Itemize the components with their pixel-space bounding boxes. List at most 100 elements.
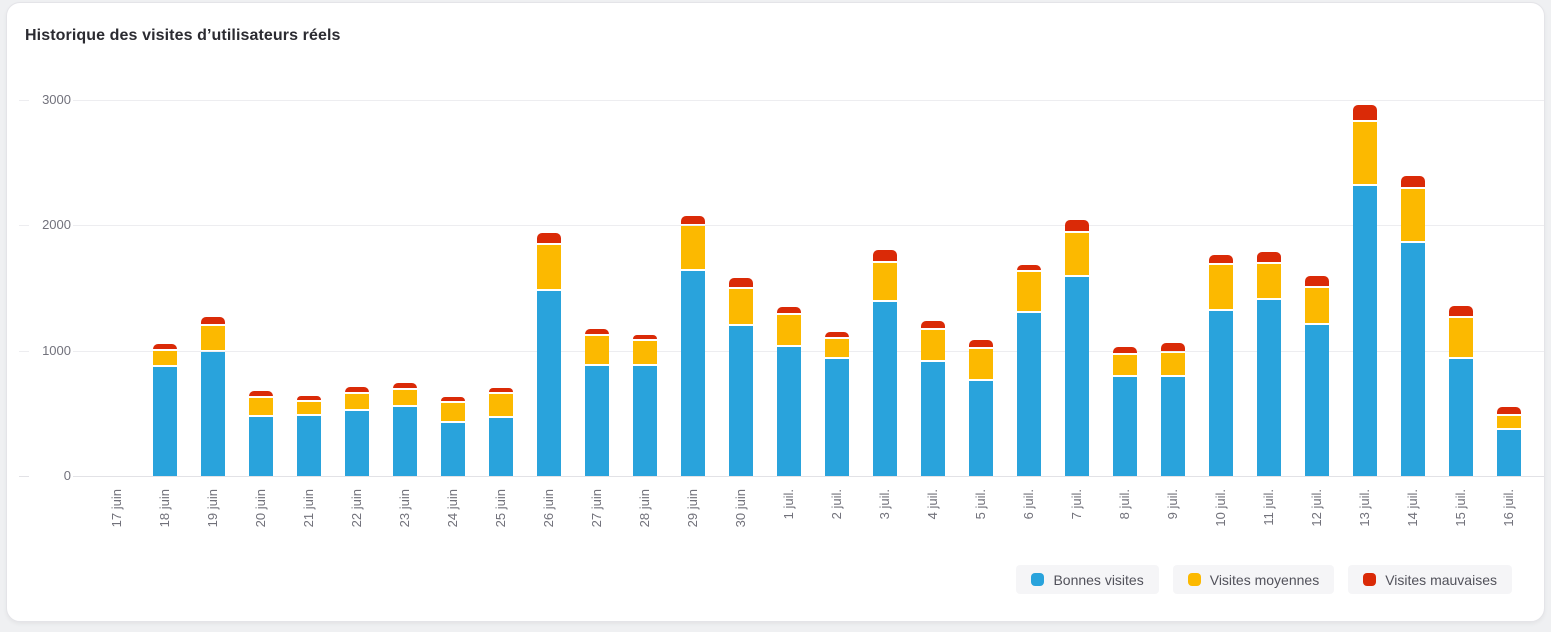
bar-segment-visites-moyennes[interactable]: [1353, 122, 1377, 184]
bar-segment-bonnes-visites[interactable]: [1113, 377, 1137, 476]
bar-segment-bonnes-visites[interactable]: [585, 366, 609, 476]
bar-segment-bonnes-visites[interactable]: [1353, 186, 1377, 476]
bar-segment-visites-mauvaises[interactable]: [729, 278, 753, 287]
bar-segment-visites-mauvaises[interactable]: [633, 335, 657, 339]
bar-segment-visites-moyennes[interactable]: [729, 289, 753, 324]
bar-segment-visites-moyennes[interactable]: [969, 349, 993, 379]
bar-segment-visites-mauvaises[interactable]: [1065, 220, 1089, 231]
x-axis-label: 12 juil.: [1309, 489, 1324, 527]
bar-segment-visites-mauvaises[interactable]: [1113, 347, 1137, 353]
bar-segment-visites-mauvaises[interactable]: [777, 307, 801, 313]
bar-segment-visites-moyennes[interactable]: [633, 341, 657, 364]
x-axis-label: 26 juin: [541, 489, 556, 528]
bar-segment-bonnes-visites[interactable]: [873, 302, 897, 476]
bar-segment-visites-moyennes[interactable]: [1449, 318, 1473, 357]
bar-segment-visites-mauvaises[interactable]: [921, 321, 945, 328]
bar-segment-visites-mauvaises[interactable]: [873, 250, 897, 261]
x-axis-label: 3 juil.: [877, 489, 892, 520]
bar-segment-visites-mauvaises[interactable]: [1449, 306, 1473, 316]
legend-item-bonnes-visites[interactable]: Bonnes visites: [1016, 565, 1159, 594]
x-axis-label: 18 juin: [157, 489, 172, 528]
bar-segment-bonnes-visites[interactable]: [1305, 325, 1329, 476]
bar-segment-bonnes-visites[interactable]: [153, 367, 177, 476]
bar-segment-visites-moyennes[interactable]: [1065, 233, 1089, 275]
bar-segment-visites-mauvaises[interactable]: [1305, 276, 1329, 286]
bar-segment-visites-mauvaises[interactable]: [393, 383, 417, 388]
bar-segment-bonnes-visites[interactable]: [1161, 377, 1185, 476]
bar-segment-visites-mauvaises[interactable]: [297, 396, 321, 400]
bar-segment-visites-moyennes[interactable]: [681, 226, 705, 269]
legend-item-visites-moyennes[interactable]: Visites moyennes: [1172, 565, 1335, 594]
bar-segment-bonnes-visites[interactable]: [969, 381, 993, 476]
bar-segment-visites-mauvaises[interactable]: [585, 329, 609, 334]
bar-segment-visites-moyennes[interactable]: [1257, 264, 1281, 298]
bar-segment-bonnes-visites[interactable]: [441, 423, 465, 476]
bar-segment-visites-mauvaises[interactable]: [345, 387, 369, 392]
bar-segment-visites-moyennes[interactable]: [825, 339, 849, 357]
bar-segment-bonnes-visites[interactable]: [633, 366, 657, 476]
bar-segment-visites-mauvaises[interactable]: [201, 317, 225, 324]
bar-segment-bonnes-visites[interactable]: [249, 417, 273, 476]
bar-segment-visites-mauvaises[interactable]: [825, 332, 849, 337]
bar-segment-visites-moyennes[interactable]: [585, 336, 609, 364]
bar-segment-visites-mauvaises[interactable]: [1017, 265, 1041, 270]
bar-segment-bonnes-visites[interactable]: [393, 407, 417, 476]
bar-segment-bonnes-visites[interactable]: [1257, 300, 1281, 476]
legend-swatch-red-icon: [1363, 573, 1377, 586]
legend-item-visites-mauvaises[interactable]: Visites mauvaises: [1348, 565, 1512, 594]
bar-segment-visites-moyennes[interactable]: [537, 245, 561, 289]
bar-segment-visites-moyennes[interactable]: [201, 326, 225, 350]
y-axis-tick-label: 3000: [29, 91, 73, 109]
stacked-bar-chart: 0 1000 2000 3000 17 juin 18 juin 19 juin 20 jui…: [7, 3, 1551, 632]
bar-segment-bonnes-visites[interactable]: [1065, 277, 1089, 476]
bar-segment-bonnes-visites[interactable]: [537, 291, 561, 476]
bar-segment-visites-moyennes[interactable]: [441, 403, 465, 421]
bar-segment-bonnes-visites[interactable]: [921, 362, 945, 476]
bar-segment-bonnes-visites[interactable]: [729, 326, 753, 476]
bar-segment-bonnes-visites[interactable]: [1401, 243, 1425, 476]
bar-segment-bonnes-visites[interactable]: [201, 352, 225, 476]
bar-segment-visites-moyennes[interactable]: [297, 402, 321, 414]
bar-segment-visites-mauvaises[interactable]: [969, 340, 993, 347]
bar-segment-visites-mauvaises[interactable]: [1161, 343, 1185, 351]
bar-segment-visites-mauvaises[interactable]: [489, 388, 513, 392]
bar-segment-bonnes-visites[interactable]: [1449, 359, 1473, 476]
bar-segment-visites-mauvaises[interactable]: [1353, 105, 1377, 120]
bar-segment-visites-mauvaises[interactable]: [1497, 407, 1521, 414]
bar-segment-bonnes-visites[interactable]: [489, 418, 513, 476]
bar-segment-visites-moyennes[interactable]: [1113, 355, 1137, 375]
bar-segment-visites-mauvaises[interactable]: [1401, 176, 1425, 187]
bar-segment-bonnes-visites[interactable]: [825, 359, 849, 476]
bar-segment-bonnes-visites[interactable]: [777, 347, 801, 476]
bar-segment-visites-moyennes[interactable]: [1161, 353, 1185, 375]
bar-segment-visites-moyennes[interactable]: [873, 263, 897, 300]
bar-segment-visites-moyennes[interactable]: [489, 394, 513, 416]
bar-segment-bonnes-visites[interactable]: [297, 416, 321, 476]
bar-segment-visites-moyennes[interactable]: [777, 315, 801, 345]
bar-segment-bonnes-visites[interactable]: [1017, 313, 1041, 476]
y-axis-tick-label: 1000: [29, 341, 73, 360]
bar-segment-visites-mauvaises[interactable]: [441, 397, 465, 401]
bar-segment-visites-moyennes[interactable]: [1305, 288, 1329, 323]
bar-segment-visites-moyennes[interactable]: [1209, 265, 1233, 309]
bar-segment-bonnes-visites[interactable]: [1209, 311, 1233, 476]
bar-segment-bonnes-visites[interactable]: [345, 411, 369, 476]
bar-segment-visites-moyennes[interactable]: [1017, 272, 1041, 311]
bar-segment-visites-mauvaises[interactable]: [249, 391, 273, 396]
bar-segment-visites-moyennes[interactable]: [153, 351, 177, 365]
bar-segment-bonnes-visites[interactable]: [681, 271, 705, 476]
bar-segment-visites-moyennes[interactable]: [1497, 416, 1521, 428]
bar-segment-visites-moyennes[interactable]: [393, 390, 417, 405]
bar-segment-visites-mauvaises[interactable]: [153, 344, 177, 349]
bar-segment-visites-moyennes[interactable]: [345, 394, 369, 409]
bar-segment-visites-mauvaises[interactable]: [681, 216, 705, 224]
bar-segment-bonnes-visites[interactable]: [1497, 430, 1521, 476]
bar-segment-visites-mauvaises[interactable]: [537, 233, 561, 243]
bar-segment-visites-moyennes[interactable]: [1401, 189, 1425, 241]
bar-segment-visites-moyennes[interactable]: [249, 398, 273, 415]
bar-segment-visites-mauvaises[interactable]: [1257, 252, 1281, 262]
gridline: [19, 100, 1544, 101]
bar-segment-visites-mauvaises[interactable]: [1209, 255, 1233, 263]
gridline: [19, 225, 1544, 227]
bar-segment-visites-moyennes[interactable]: [921, 330, 945, 360]
